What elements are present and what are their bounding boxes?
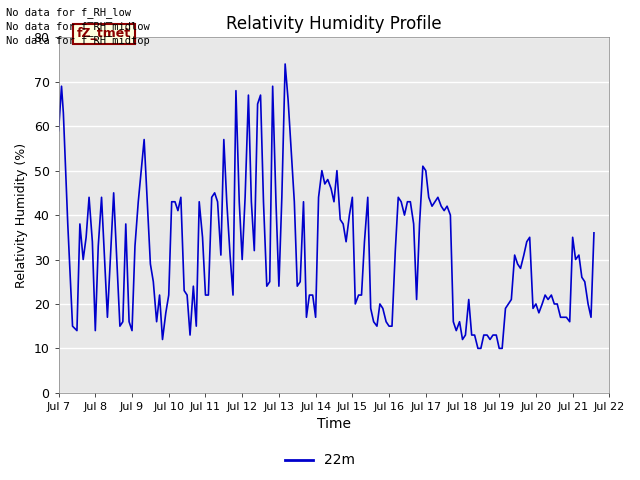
Text: No data for f_RH_low: No data for f_RH_low: [6, 7, 131, 18]
Text: fZ_tmet: fZ_tmet: [77, 27, 131, 40]
Text: No data for f̅RH̅midlow: No data for f̅RH̅midlow: [6, 22, 150, 32]
Y-axis label: Relativity Humidity (%): Relativity Humidity (%): [15, 143, 28, 288]
Text: No data for f̅RH̅midtop: No data for f̅RH̅midtop: [6, 36, 150, 46]
X-axis label: Time: Time: [317, 418, 351, 432]
Legend: 22m: 22m: [280, 448, 360, 473]
Title: Relativity Humidity Profile: Relativity Humidity Profile: [226, 15, 442, 33]
